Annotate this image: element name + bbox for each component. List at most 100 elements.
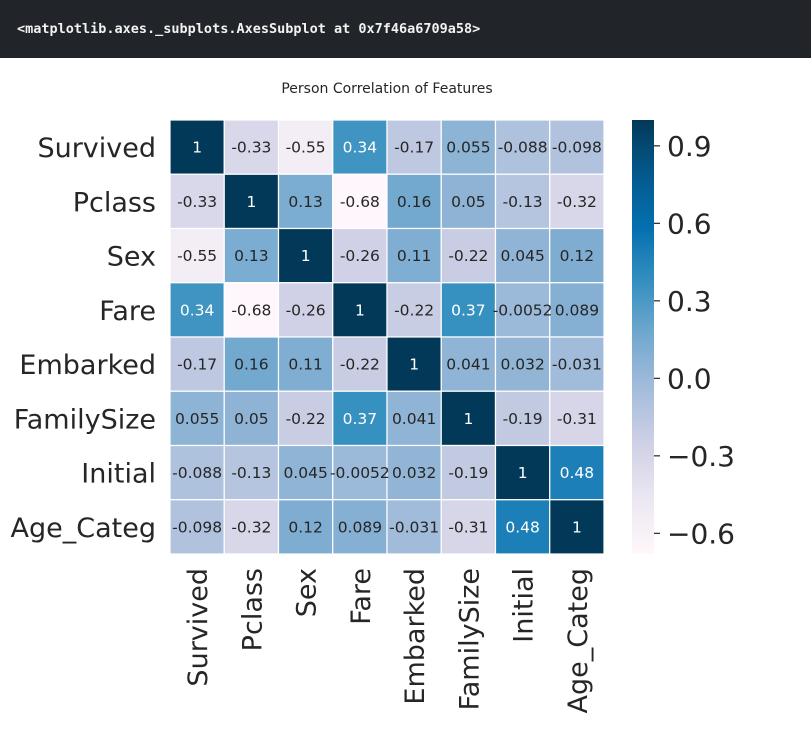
cell-annotation: 0.13 xyxy=(234,247,269,265)
heatmap-cell xyxy=(549,499,605,555)
output-repr-text: <matplotlib.axes._subplots.AxesSubplot a… xyxy=(17,21,481,37)
x-tick-label: Age_Categ xyxy=(563,568,594,713)
heatmap-cell xyxy=(223,227,280,284)
cell-annotation: 1 xyxy=(192,139,202,157)
heatmap-cell xyxy=(332,173,388,230)
y-tick-label: Initial xyxy=(81,459,156,490)
cell-annotation: 0.48 xyxy=(560,464,595,482)
y-tick-label: Survived xyxy=(37,133,156,164)
heatmap-cell xyxy=(494,390,551,447)
heatmap-cell xyxy=(277,390,334,447)
cell-annotation: -0.0052 xyxy=(330,464,390,482)
cell-annotation: -0.68 xyxy=(340,193,380,211)
cell-annotation: 0.16 xyxy=(234,356,269,374)
cell-annotation: -0.22 xyxy=(340,356,380,374)
cell-annotation: 1 xyxy=(246,193,256,211)
cell-annotation: -0.031 xyxy=(552,356,602,374)
heatmap-cell xyxy=(440,444,497,501)
cell-annotation: 0.13 xyxy=(288,193,323,211)
heatmap-cell xyxy=(386,336,442,392)
y-tick-label: Embarked xyxy=(19,350,156,381)
x-tick-label: Sex xyxy=(292,568,323,617)
heatmap-cell xyxy=(169,444,225,501)
cell-annotation: 1 xyxy=(301,247,311,265)
heatmap-cell xyxy=(169,119,225,175)
cell-annotation: -0.13 xyxy=(503,193,543,211)
cell-annotation: 1 xyxy=(518,464,528,482)
cell-annotation: 0.34 xyxy=(180,301,215,319)
cell-annotation: -0.32 xyxy=(231,518,271,536)
cell-annotation: 0.045 xyxy=(283,464,327,482)
chart-title: Person Correlation of Features xyxy=(281,81,492,97)
cell-annotation: -0.22 xyxy=(394,301,434,319)
heatmap-cell xyxy=(332,282,388,338)
cell-annotation: 0.05 xyxy=(451,193,486,211)
heatmap-cell xyxy=(494,444,551,501)
cell-annotation: -0.32 xyxy=(557,193,597,211)
heatmap-cell xyxy=(277,499,334,555)
cell-annotation: 0.041 xyxy=(446,356,490,374)
heatmap-cell xyxy=(386,444,442,501)
heatmap-cell xyxy=(440,173,497,230)
heatmap-cell xyxy=(223,444,280,501)
heatmap-cell xyxy=(440,119,497,175)
cell-annotation: -0.088 xyxy=(172,464,222,482)
heatmap-cell xyxy=(549,119,605,175)
heatmap-cell xyxy=(332,499,388,555)
colorbar-tick-label: 0.0 xyxy=(667,362,712,395)
cell-annotation: 1 xyxy=(409,356,419,374)
cell-annotation: 0.032 xyxy=(392,464,436,482)
colorbar-tick-label: 0.3 xyxy=(667,285,712,318)
cell-annotation: -0.22 xyxy=(286,410,326,428)
cell-annotation: 0.11 xyxy=(397,247,432,265)
colorbar: 0.9 0.6 0.3 0.0 −0.3 −0.6 xyxy=(632,120,735,554)
y-tick-label: FamilySize xyxy=(14,404,156,435)
colorbar-tick-label: −0.6 xyxy=(667,517,735,550)
cell-annotation: -0.68 xyxy=(231,301,271,319)
y-tick-label: Age_Categ xyxy=(11,513,156,544)
cell-annotation: -0.31 xyxy=(557,410,597,428)
cell-annotation: -0.13 xyxy=(231,464,271,482)
heatmap-cell xyxy=(549,444,605,501)
correlation-heatmap-figure: Person Correlation of Features 1 -0.33 -0.… xyxy=(11,81,735,713)
heatmap-cell xyxy=(494,336,551,392)
heatmap-cell xyxy=(223,390,280,447)
colorbar-tick-label: 0.6 xyxy=(667,207,712,240)
cell-annotation: -0.55 xyxy=(286,139,326,157)
cell-annotation: -0.17 xyxy=(177,356,217,374)
cell-annotation: -0.55 xyxy=(177,247,217,265)
x-tick-label: Embarked xyxy=(400,568,431,705)
heatmap-cell xyxy=(386,390,442,447)
x-tick-label: Fare xyxy=(346,568,377,625)
cell-annotation: -0.31 xyxy=(448,518,488,536)
y-axis-tick-labels: Survived Pclass Sex Fare Embarked FamilySize I… xyxy=(11,133,156,544)
cell-annotation: -0.098 xyxy=(552,139,602,157)
colorbar-gradient xyxy=(632,120,654,554)
cell-annotation: 0.032 xyxy=(500,356,544,374)
cell-annotation: -0.33 xyxy=(177,193,217,211)
cell-annotation: 0.12 xyxy=(288,518,323,536)
cell-annotation: -0.031 xyxy=(389,518,439,536)
cell-annotation: -0.22 xyxy=(448,247,488,265)
heatmap-cell xyxy=(549,390,605,447)
heatmap-cells xyxy=(169,119,605,555)
cell-annotation: -0.19 xyxy=(448,464,488,482)
heatmap-cell xyxy=(440,499,497,555)
cell-annotation: 0.37 xyxy=(343,410,378,428)
cell-annotation: 0.089 xyxy=(338,518,382,536)
heatmap-cell xyxy=(169,499,225,555)
cell-annotation: -0.0052 xyxy=(493,301,553,319)
heatmap-annotations: 1 -0.33 -0.55 0.34 -0.17 0.055 -0.088 -0.098-0.… xyxy=(172,139,602,537)
y-tick-label: Fare xyxy=(99,296,156,327)
heatmap-cell xyxy=(386,499,442,555)
heatmap-cell xyxy=(223,119,280,175)
cell-annotation: 0.12 xyxy=(560,247,595,265)
cell-annotation: 1 xyxy=(572,518,582,536)
cell-annotation: 0.34 xyxy=(343,139,378,157)
heatmap-cell xyxy=(277,227,334,284)
heatmap-cell xyxy=(440,390,497,447)
cell-annotation: 0.48 xyxy=(505,518,540,536)
heatmap-cell xyxy=(386,282,442,338)
heatmap-cell xyxy=(549,173,605,230)
heatmap-cell xyxy=(440,227,497,284)
